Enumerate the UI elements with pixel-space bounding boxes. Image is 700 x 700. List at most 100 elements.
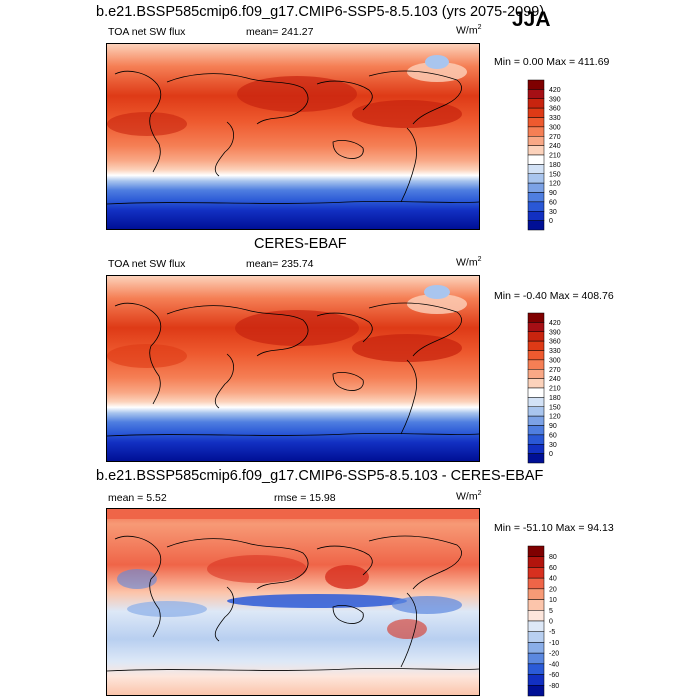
colorbar-tick-label: 30 — [549, 209, 557, 216]
colorbar-tick-label: 60 — [549, 199, 557, 206]
colorbar-segment — [527, 588, 545, 600]
panel2-unit-label: W/m2 — [456, 256, 482, 269]
colorbar-tick-label: 150 — [549, 404, 561, 411]
colorbar-segment — [527, 331, 545, 342]
panel3-title: b.e21.BSSP585cmip6.f09_g17.CMIP6-SSP5-8.… — [96, 468, 544, 484]
colorbar-segment — [527, 378, 545, 389]
colorbar-segment — [527, 685, 545, 697]
colorbar-segment — [527, 577, 545, 590]
panel1-mean-label: mean= 241.27 — [246, 26, 314, 38]
colorbar-tick-label: 420 — [549, 320, 561, 327]
colorbar-segment — [527, 434, 545, 445]
colorbar-segment — [527, 126, 545, 137]
colorbar-segment — [527, 415, 545, 426]
colorbar-tick-label: 80 — [549, 554, 557, 561]
colorbar-tick-label: 60 — [549, 432, 557, 439]
colorbar-tick-label: 210 — [549, 153, 561, 160]
panel2-mean-label: mean= 235.74 — [246, 258, 314, 270]
colorbar-tick-label: 90 — [549, 190, 557, 197]
colorbar-tick-label: 210 — [549, 386, 561, 393]
panel1-unit-label: W/m2 — [456, 24, 482, 37]
season-label: JJA — [512, 8, 551, 31]
colorbar-segment — [527, 567, 545, 579]
panel1-map — [106, 43, 480, 230]
panel2-title: CERES-EBAF — [254, 236, 347, 252]
colorbar-segment — [527, 369, 545, 379]
colorbar-segment — [527, 322, 545, 332]
colorbar-segment — [527, 652, 545, 665]
colorbar-tick-label: 180 — [549, 162, 561, 169]
panel3-minmax-label: Min = -51.10 Max = 94.13 — [494, 522, 614, 534]
colorbar-tick-label: 270 — [549, 367, 561, 374]
panel2-minmax-label: Min = -0.40 Max = 408.76 — [494, 290, 614, 302]
colorbar-segment — [527, 107, 545, 118]
colorbar-tick-label: 10 — [549, 597, 557, 604]
colorbar-tick-label: 420 — [549, 87, 561, 94]
colorbar-tick-label: 330 — [549, 348, 561, 355]
colorbar-tick-label: 360 — [549, 106, 561, 113]
colorbar-segment — [527, 340, 545, 351]
colorbar-segment — [527, 545, 545, 557]
panel1-title: b.e21.BSSP585cmip6.f09_g17.CMIP6-SSP5-8.… — [96, 4, 545, 20]
colorbar-tick-label: 60 — [549, 565, 557, 572]
colorbar-segment — [527, 387, 545, 398]
colorbar-tick-label: 20 — [549, 586, 557, 593]
colorbar-segment — [527, 164, 545, 174]
colorbar-tick-label: 120 — [549, 414, 561, 421]
colorbar-segment — [527, 89, 545, 99]
colorbar-segment — [527, 453, 545, 464]
colorbar-tick-label: 150 — [549, 171, 561, 178]
panel1-map-graphic — [107, 44, 479, 229]
colorbar-segment — [527, 79, 545, 90]
colorbar-tick-label: 0 — [549, 218, 553, 225]
panel1-variable-label: TOA net SW flux — [108, 26, 186, 38]
colorbar-tick-label: 0 — [549, 451, 553, 458]
colorbar-segment — [527, 173, 545, 184]
colorbar-tick-label: -5 — [549, 629, 555, 636]
colorbar-tick-label: 120 — [549, 181, 561, 188]
panel3-mean-label: mean = 5.52 — [108, 492, 167, 504]
colorbar-segment — [527, 610, 545, 622]
colorbar-tick-label: -40 — [549, 661, 559, 668]
colorbar-tick-label: 270 — [549, 134, 561, 141]
panel3-rmse-label: rmse = 15.98 — [274, 492, 336, 504]
colorbar-segment — [527, 211, 545, 221]
colorbar-segment — [527, 98, 545, 109]
colorbar-segment — [527, 406, 545, 417]
panel3-unit-label: W/m2 — [456, 490, 482, 503]
panel3-map-graphic — [107, 509, 479, 695]
colorbar-tick-label: -60 — [549, 672, 559, 679]
colorbar-tick-label: 40 — [549, 576, 557, 583]
colorbar-tick-label: 300 — [549, 124, 561, 131]
colorbar-tick-label: 180 — [549, 395, 561, 402]
panel3-map — [106, 508, 480, 696]
colorbar-segment — [527, 425, 545, 436]
colorbar-tick-label: 300 — [549, 357, 561, 364]
colorbar-segment — [527, 397, 545, 407]
colorbar-tick-label: 30 — [549, 442, 557, 449]
colorbar-tick-label: 330 — [549, 115, 561, 122]
colorbar-tick-label: 240 — [549, 376, 561, 383]
colorbar-tick-label: 390 — [549, 329, 561, 336]
colorbar-segment — [527, 620, 545, 632]
colorbar-segment — [527, 599, 545, 611]
colorbar-segment — [527, 136, 545, 146]
colorbar-tick-label: 360 — [549, 339, 561, 346]
colorbar-tick-label: -80 — [549, 683, 559, 690]
colorbar-segment — [527, 145, 545, 156]
colorbar-segment — [527, 312, 545, 323]
colorbar-segment — [527, 154, 545, 165]
panel3-colorbar-graphic: 80 60 40 20 10 5 0 -5 -10 -20 -40 -60 -80 — [527, 545, 559, 697]
colorbar-segment — [527, 631, 545, 643]
colorbar-tick-label: 0 — [549, 619, 553, 626]
colorbar-tick-label: 390 — [549, 96, 561, 103]
colorbar-tick-label: 90 — [549, 423, 557, 430]
colorbar-tick-label: 240 — [549, 143, 561, 150]
panel2-map-graphic — [107, 276, 479, 461]
colorbar-segment — [527, 192, 545, 203]
colorbar-tick-label: 5 — [549, 608, 553, 615]
panel3-colorbar: 80 60 40 20 10 5 0 -5 -10 -20 -40 -60 -80 — [527, 545, 588, 697]
panel1-colorbar: 420 390 360 330 300 270 240 210 180 150 120 90 60 30 0 — [527, 79, 588, 231]
